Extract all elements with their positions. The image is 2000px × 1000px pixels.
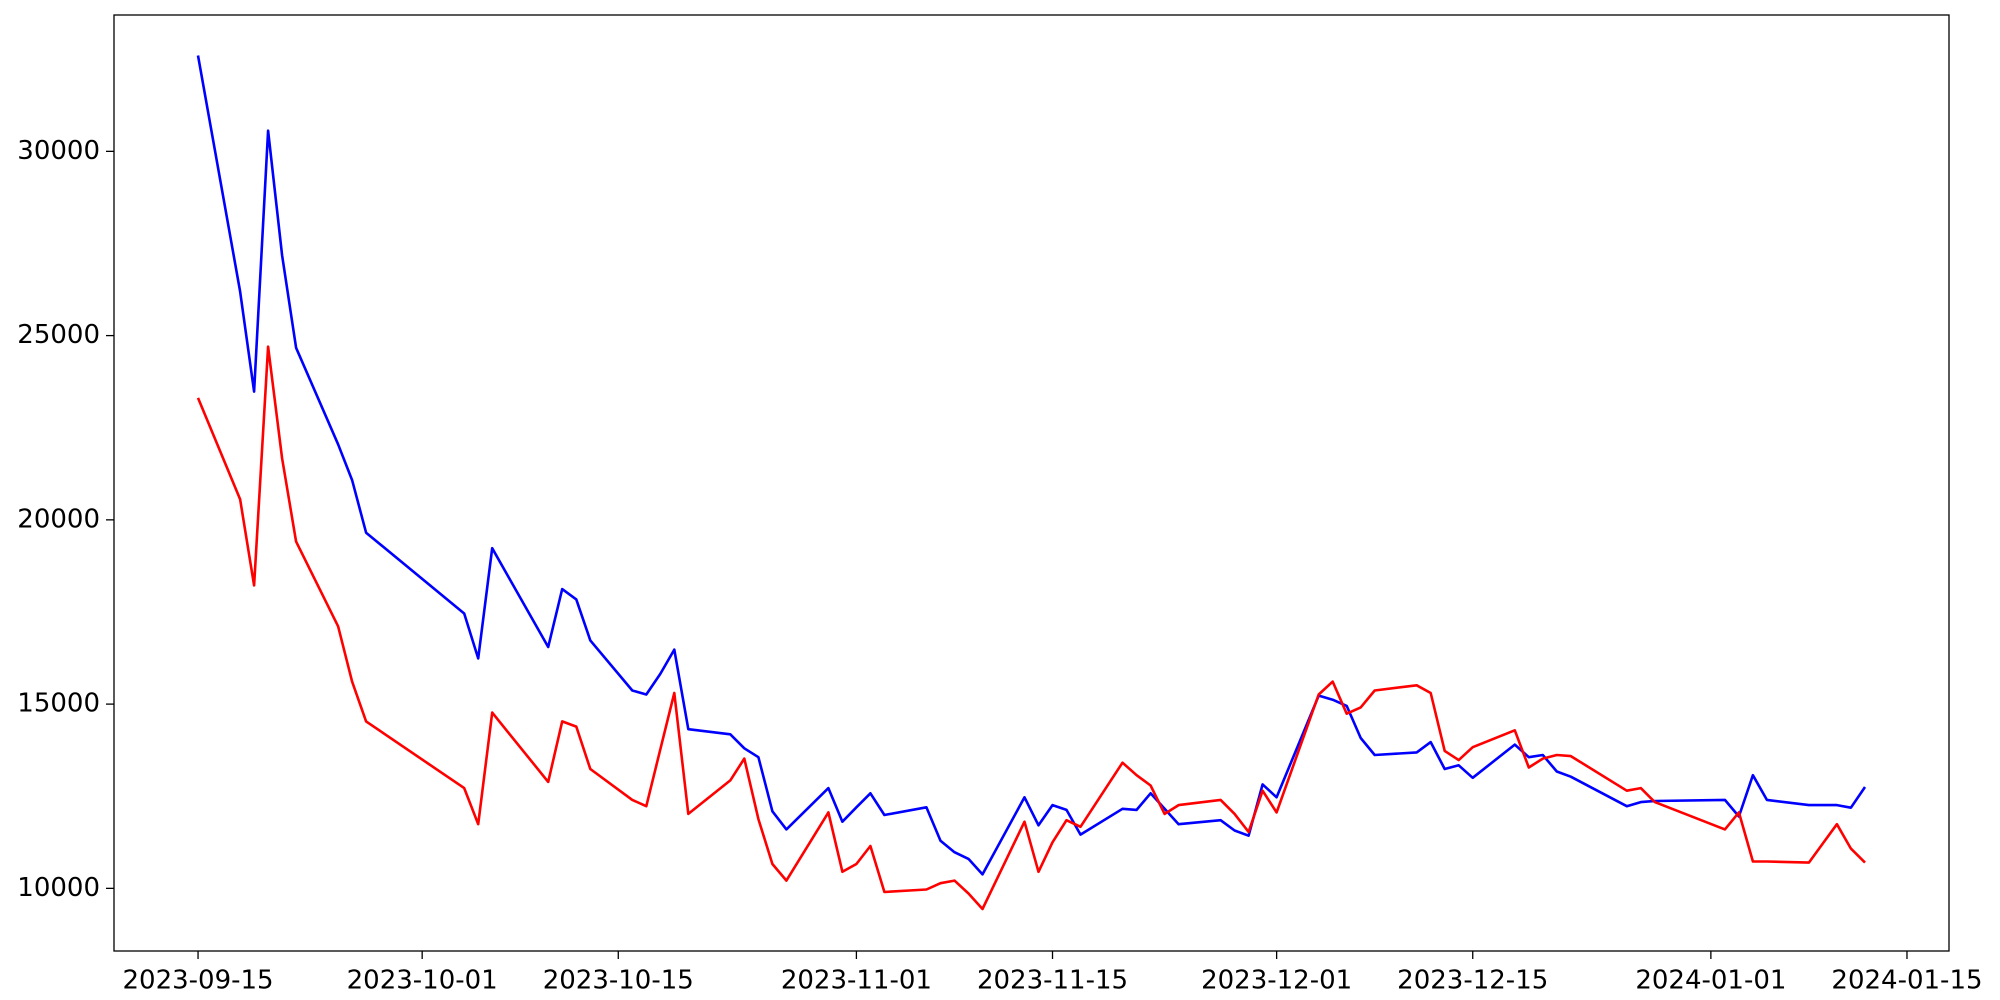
x-tick-label: 2023-09-15 (122, 966, 273, 996)
x-tick-label: 2024-01-15 (1831, 966, 1982, 996)
x-tick-label: 2023-12-01 (1201, 966, 1352, 996)
x-tick-label: 2023-10-01 (347, 966, 498, 996)
y-tick-label: 10000 (17, 873, 100, 903)
x-tick-label: 2023-11-01 (781, 966, 932, 996)
y-tick-label: 15000 (17, 689, 100, 719)
x-tick-label: 2023-10-15 (543, 966, 694, 996)
y-tick-label: 30000 (17, 136, 100, 166)
x-tick-label: 2024-01-01 (1635, 966, 1786, 996)
y-tick-label: 25000 (17, 320, 100, 350)
series-line (196, 55, 1867, 876)
y-tick-label: 20000 (17, 504, 100, 534)
plot-frame (113, 14, 1950, 952)
series-line (196, 345, 1866, 911)
x-tick-label: 2023-12-15 (1397, 966, 1548, 996)
x-tick-label: 2023-11-15 (977, 966, 1128, 996)
